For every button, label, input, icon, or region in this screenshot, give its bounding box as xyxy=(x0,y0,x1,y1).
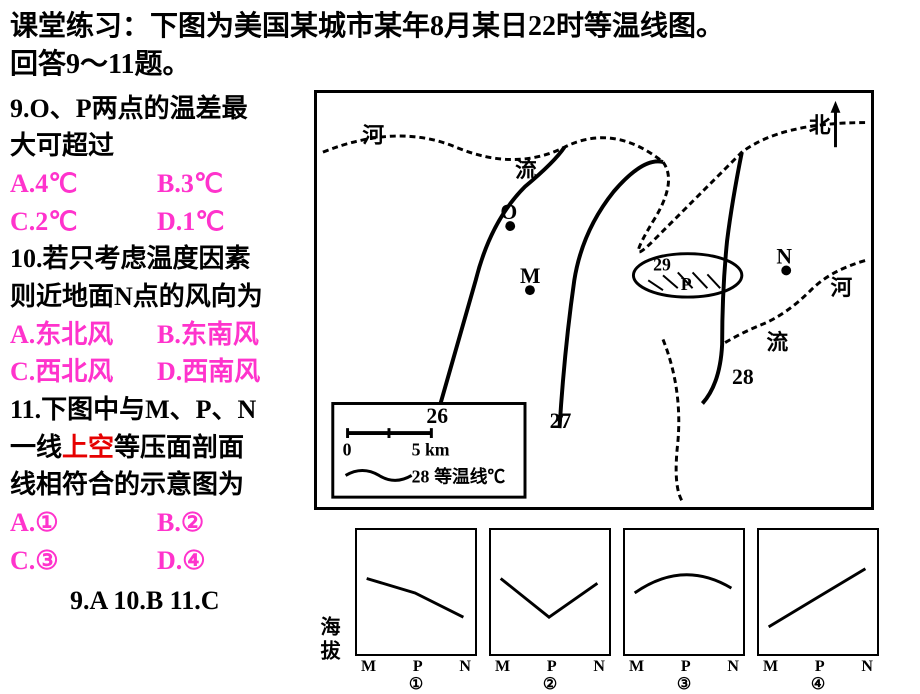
svg-text:N: N xyxy=(776,244,792,268)
answers-line: 9.A 10.B 11.C xyxy=(10,582,304,620)
svg-text:等温线℃: 等温线℃ xyxy=(434,465,505,486)
q11-stem1: 11.下图中与M、P、N xyxy=(10,391,304,429)
q10: 10.若只考虑温度因素 则近地面N点的风向为 A.东北风 B.东南风 C.西北风… xyxy=(10,240,304,391)
questions-column: 9.O、P两点的温差最 大可超过 A.4℃ B.3℃ C.2℃ D.1℃ 10.… xyxy=(0,88,314,694)
q11-stem3: 线相符合的示意图为 xyxy=(10,466,304,504)
q9-opt-c: C.2℃ xyxy=(10,203,157,241)
chart-4: M P N ④ xyxy=(757,528,879,694)
q10-opt-a: A.东北风 xyxy=(10,316,157,354)
q11-opt-c: C.③ xyxy=(10,542,157,580)
q10-opt-b: B.东南风 xyxy=(157,316,304,354)
chart-1: M P N ① xyxy=(355,528,477,694)
figures-column: 北 河 流 河 流 O M N P 29 26 27 28 0 5 km 28 … xyxy=(314,88,920,694)
q11-opt-b: B.② xyxy=(157,504,304,542)
svg-text:M: M xyxy=(520,264,540,288)
svg-text:27: 27 xyxy=(550,409,572,433)
c2-id: ② xyxy=(489,674,611,694)
svg-text:29: 29 xyxy=(653,254,671,274)
q10-stem1: 10.若只考虑温度因素 xyxy=(10,240,304,278)
svg-text:O: O xyxy=(500,200,517,224)
svg-text:北: 北 xyxy=(809,113,831,137)
charts-ylabel: 海拔 xyxy=(314,616,343,694)
q10-stem2: 则近地面N点的风向为 xyxy=(10,278,304,316)
q11-opt-a: A.① xyxy=(10,504,157,542)
q9-stem2: 大可超过 xyxy=(10,127,304,165)
svg-text:5 km: 5 km xyxy=(412,439,450,459)
q11-stem2c: 等压面剖面 xyxy=(114,433,244,462)
profile-charts: 海拔 M P N ① M P N xyxy=(314,528,908,694)
svg-text:P: P xyxy=(681,274,692,294)
q10-opt-d: D.西南风 xyxy=(157,353,304,391)
c4-id: ④ xyxy=(757,674,879,694)
c1-id: ① xyxy=(355,674,477,694)
q9-opt-a: A.4℃ xyxy=(10,165,157,203)
svg-text:河: 河 xyxy=(831,276,853,300)
q9-opt-d: D.1℃ xyxy=(157,203,304,241)
header-line1: 课堂练习：下图为美国某城市某年8月某日22时等温线图。 xyxy=(10,11,724,42)
chart-3: M P N ③ xyxy=(623,528,745,694)
svg-text:0: 0 xyxy=(343,439,352,459)
q9: 9.O、P两点的温差最 大可超过 A.4℃ B.3℃ C.2℃ D.1℃ xyxy=(10,90,304,241)
svg-text:河: 河 xyxy=(362,123,384,147)
svg-text:28: 28 xyxy=(732,364,754,388)
svg-text:流: 流 xyxy=(515,156,537,181)
content-row: 9.O、P两点的温差最 大可超过 A.4℃ B.3℃ C.2℃ D.1℃ 10.… xyxy=(0,88,920,694)
svg-text:流: 流 xyxy=(767,329,789,354)
q11-stem2b: 上空 xyxy=(62,433,114,462)
q11-stem2a: 一线 xyxy=(10,433,62,462)
c3-id: ③ xyxy=(623,674,745,694)
exercise-header: 课堂练习：下图为美国某城市某年8月某日22时等温线图。 回答9～11题。 xyxy=(0,0,920,88)
q11: 11.下图中与M、P、N 一线上空等压面剖面 线相符合的示意图为 A.① B.②… xyxy=(10,391,304,579)
q9-stem1: 9.O、P两点的温差最 xyxy=(10,90,304,128)
q11-stem2: 一线上空等压面剖面 xyxy=(10,429,304,467)
header-line2: 回答9～11题。 xyxy=(10,49,190,80)
q11-opt-d: D.④ xyxy=(157,542,304,580)
svg-text:26: 26 xyxy=(426,404,448,428)
q9-opt-b: B.3℃ xyxy=(157,165,304,203)
chart-2: M P N ② xyxy=(489,528,611,694)
svg-text:28: 28 xyxy=(412,466,430,486)
isotherm-map: 北 河 流 河 流 O M N P 29 26 27 28 0 5 km 28 … xyxy=(314,90,874,510)
q10-opt-c: C.西北风 xyxy=(10,353,157,391)
